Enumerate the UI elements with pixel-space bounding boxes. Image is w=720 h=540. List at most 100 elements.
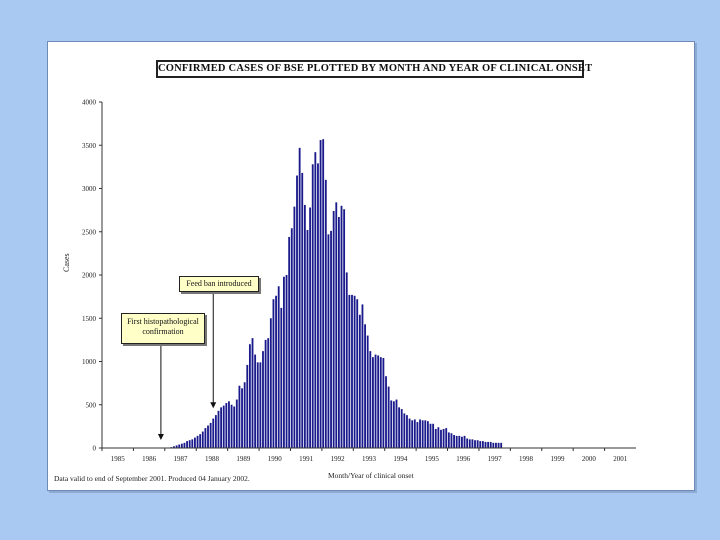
bar <box>471 439 474 448</box>
x-tick-label: 1993 <box>362 455 377 463</box>
bar <box>306 230 309 448</box>
bar <box>348 294 351 448</box>
bar <box>358 314 361 448</box>
bar <box>186 441 188 448</box>
bar <box>180 443 183 448</box>
y-tick-label: 1500 <box>82 315 97 323</box>
bar <box>487 441 490 448</box>
bar <box>468 439 471 448</box>
histopathology-callout: First histopathological confirmation <box>121 313 205 344</box>
bar <box>442 428 445 448</box>
bar <box>214 415 217 448</box>
bar <box>264 339 267 449</box>
bar <box>440 429 442 448</box>
bar <box>408 418 411 448</box>
bar <box>314 152 317 449</box>
bar <box>204 428 207 448</box>
bar <box>377 355 380 448</box>
bar <box>500 442 503 448</box>
bar <box>201 431 204 448</box>
y-tick-label: 2500 <box>82 228 97 236</box>
bar <box>398 407 401 448</box>
bar <box>489 441 492 448</box>
bar <box>309 207 312 448</box>
bar <box>222 405 225 448</box>
bar <box>366 335 369 448</box>
bar <box>356 299 359 448</box>
bar <box>301 172 304 448</box>
bar <box>453 435 455 448</box>
bar <box>361 304 364 448</box>
bar <box>379 357 382 448</box>
y-tick-label: 3000 <box>82 185 97 193</box>
bar <box>283 276 285 448</box>
bar <box>450 433 453 448</box>
x-tick-label: 1989 <box>236 455 251 463</box>
x-tick-label: 1987 <box>174 455 189 463</box>
bar <box>492 442 495 448</box>
bar <box>194 437 196 448</box>
bar <box>382 358 385 448</box>
bar <box>434 428 437 448</box>
x-tick-label: 1988 <box>205 455 220 463</box>
bar <box>421 420 424 448</box>
bar <box>285 275 288 448</box>
bar <box>345 272 348 448</box>
bar <box>458 435 461 448</box>
x-tick-label: 2001 <box>613 455 628 463</box>
bar <box>296 175 298 448</box>
y-tick-label: 4000 <box>82 99 97 107</box>
bar <box>275 295 277 448</box>
bar <box>173 446 175 448</box>
bar <box>267 338 270 448</box>
bar <box>390 400 393 448</box>
bar <box>220 407 223 448</box>
bar <box>484 441 487 448</box>
bar <box>191 439 194 448</box>
bar <box>479 441 482 448</box>
bar <box>400 409 403 448</box>
bar <box>256 362 259 448</box>
histopathology-arrow <box>157 344 164 440</box>
bar <box>319 140 322 448</box>
x-tick-label: 1991 <box>299 455 314 463</box>
bar <box>429 423 432 448</box>
x-tick-label: 1994 <box>393 455 408 463</box>
bar <box>413 419 416 448</box>
x-tick-label: 2000 <box>582 455 597 463</box>
bar <box>251 338 254 448</box>
bar <box>324 179 327 448</box>
bar <box>497 442 500 448</box>
bar <box>385 376 387 448</box>
bar <box>259 362 262 448</box>
bar <box>183 442 186 448</box>
y-tick-label: 3500 <box>82 142 97 150</box>
x-tick-label: 1998 <box>519 455 534 463</box>
bar <box>290 228 293 448</box>
feed-ban-arrow <box>210 292 217 409</box>
bar <box>419 419 421 448</box>
bar <box>243 382 246 448</box>
x-tick-label: 1995 <box>425 455 440 463</box>
bar <box>175 445 178 448</box>
bar <box>426 421 429 448</box>
bar <box>199 434 202 448</box>
bar <box>303 204 306 448</box>
bar <box>335 202 338 448</box>
bar <box>461 436 463 448</box>
bar <box>248 344 251 448</box>
y-tick-label: 500 <box>86 401 97 409</box>
bar <box>474 440 476 448</box>
bar <box>178 444 181 448</box>
footnote: Data valid to end of September 2001. Pro… <box>54 474 250 483</box>
bar <box>330 230 332 448</box>
bar <box>233 406 236 448</box>
y-axis-label: Cases <box>62 253 71 272</box>
bar <box>392 401 395 448</box>
x-tick-label: 1999 <box>550 455 565 463</box>
bar <box>246 364 249 448</box>
bar <box>351 294 353 448</box>
bar <box>476 440 479 448</box>
bar <box>298 147 301 448</box>
bar <box>432 423 435 448</box>
